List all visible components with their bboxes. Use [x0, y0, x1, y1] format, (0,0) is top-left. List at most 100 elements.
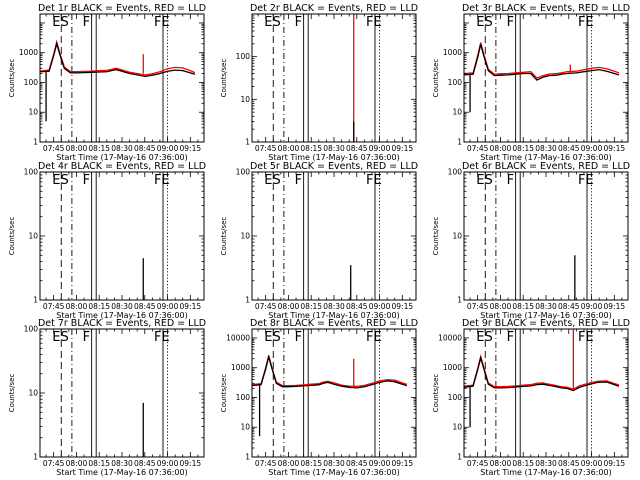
x-tick-label: 07:45 — [43, 144, 65, 153]
panel-title: Det 2r BLACK = Events, RED = LLD — [250, 3, 418, 14]
y-axis-label: Counts/sec — [8, 217, 16, 256]
marker-label: F — [507, 173, 514, 188]
marker-label: FE — [154, 173, 170, 188]
x-tick-label: 09:00 — [157, 459, 179, 468]
x-tick-label: 08:30 — [535, 144, 557, 153]
x-tick-label: 08:15 — [512, 144, 534, 153]
x-tick-label: 08:15 — [300, 302, 322, 311]
y-tick-label: 1000 — [443, 363, 462, 372]
y-tick-label: 10 — [28, 232, 38, 241]
marker-label: ES — [476, 15, 492, 30]
y-tick-label: 10 — [240, 423, 250, 432]
marker-label: ES — [52, 15, 68, 30]
x-tick-label: 08:00 — [66, 459, 88, 468]
x-tick-label: 08:15 — [512, 459, 534, 468]
y-tick-label: 10 — [240, 232, 250, 241]
marker-label: F — [507, 15, 514, 30]
x-tick-label: 08:00 — [66, 302, 88, 311]
y-tick-label: 100 — [24, 325, 39, 334]
marker-label: FE — [578, 15, 594, 30]
marker-label: FE — [366, 330, 382, 345]
panel-title: Det 9r BLACK = Events, RED = LLD — [462, 318, 630, 329]
x-tick-label: 09:00 — [581, 302, 603, 311]
x-axis-label: Start Time (17-May-16 07:36:00) — [268, 311, 399, 320]
x-tick-label: 08:00 — [66, 144, 88, 153]
x-tick-label: 08:15 — [512, 302, 534, 311]
x-tick-label: 08:30 — [323, 144, 345, 153]
y-tick-label: 1000 — [231, 363, 250, 372]
plot-frame — [463, 328, 629, 458]
y-tick-label: 1 — [33, 296, 38, 305]
plot-frame — [463, 13, 629, 143]
y-tick-label: 10000 — [226, 333, 250, 342]
x-axis-label: Start Time (17-May-16 07:36:00) — [480, 311, 611, 320]
x-tick-label: 08:45 — [346, 459, 368, 468]
y-axis-label: Counts/sec — [220, 374, 228, 413]
x-tick-label: 07:45 — [255, 144, 277, 153]
marker-label: FE — [154, 330, 170, 345]
marker-label: ES — [476, 173, 492, 188]
x-tick-label: 09:00 — [157, 144, 179, 153]
marker-label: ES — [52, 173, 68, 188]
y-tick-label: 10 — [28, 389, 38, 398]
x-tick-label: 09:00 — [369, 144, 391, 153]
y-tick-label: 1 — [457, 296, 462, 305]
plot-frame — [251, 328, 417, 458]
marker-label: F — [83, 173, 90, 188]
x-tick-label: 09:00 — [581, 459, 603, 468]
y-tick-label: 100 — [448, 168, 463, 177]
marker-label: ES — [264, 15, 280, 30]
marker-label: FE — [154, 15, 170, 30]
x-tick-label: 08:30 — [535, 302, 557, 311]
x-tick-label: 09:15 — [180, 459, 202, 468]
panel-title: Det 1r BLACK = Events, RED = LLD — [38, 3, 206, 14]
y-axis-label: Counts/sec — [8, 59, 16, 98]
x-tick-label: 09:15 — [604, 144, 626, 153]
y-tick-label: 10 — [452, 423, 462, 432]
y-tick-label: 1 — [245, 296, 250, 305]
x-tick-label: 08:15 — [88, 144, 110, 153]
x-tick-label: 08:00 — [278, 459, 300, 468]
marker-label: F — [295, 330, 302, 345]
y-tick-label: 1000 — [443, 48, 462, 57]
marker-label: F — [295, 15, 302, 30]
marker-label: F — [295, 173, 302, 188]
x-tick-label: 09:15 — [180, 302, 202, 311]
lld-series — [463, 42, 620, 79]
x-tick-label: 08:00 — [278, 144, 300, 153]
x-tick-label: 08:30 — [111, 302, 133, 311]
events-series — [39, 41, 196, 78]
x-tick-label: 08:45 — [134, 459, 156, 468]
y-tick-label: 100 — [448, 78, 463, 87]
y-tick-label: 1 — [457, 138, 462, 147]
x-axis-label: Start Time (17-May-16 07:36:00) — [56, 311, 187, 320]
x-tick-label: 07:45 — [255, 302, 277, 311]
y-axis-label: Counts/sec — [220, 217, 228, 256]
x-axis-label: Start Time (17-May-16 07:36:00) — [56, 153, 187, 162]
marker-label: FE — [366, 15, 382, 30]
y-tick-label: 10 — [452, 232, 462, 241]
x-tick-label: 08:15 — [300, 144, 322, 153]
x-tick-label: 08:30 — [323, 302, 345, 311]
y-tick-label: 1 — [245, 138, 250, 147]
panel-title: Det 3r BLACK = Events, RED = LLD — [462, 3, 630, 14]
y-tick-label: 1000 — [19, 48, 38, 57]
x-tick-label: 09:15 — [392, 459, 414, 468]
y-tick-label: 1 — [33, 138, 38, 147]
x-axis-label: Start Time (17-May-16 07:36:00) — [268, 468, 399, 477]
x-tick-label: 08:45 — [558, 459, 580, 468]
y-axis-label: Counts/sec — [432, 59, 440, 98]
x-tick-label: 08:45 — [558, 144, 580, 153]
x-tick-label: 08:30 — [111, 459, 133, 468]
x-tick-label: 08:45 — [558, 302, 580, 311]
y-tick-label: 10 — [240, 95, 250, 104]
plot-frame — [463, 171, 629, 301]
x-tick-label: 08:15 — [88, 459, 110, 468]
y-tick-label: 100 — [236, 393, 251, 402]
x-tick-label: 08:30 — [323, 459, 345, 468]
marker-label: ES — [264, 330, 280, 345]
x-tick-label: 08:15 — [300, 459, 322, 468]
y-tick-label: 1 — [33, 453, 38, 462]
